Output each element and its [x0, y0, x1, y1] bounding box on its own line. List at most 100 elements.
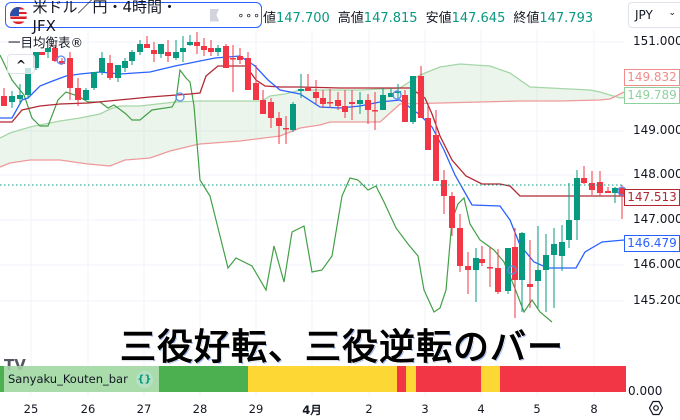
candle-body: [519, 233, 525, 280]
candle-body: [122, 61, 128, 68]
candle-body: [574, 178, 580, 220]
candle-body: [245, 58, 251, 90]
ohlc-value: 147.793: [539, 11, 594, 26]
candle-body: [612, 188, 618, 193]
ohlc-label: 高値: [337, 11, 364, 26]
candle-body: [342, 106, 348, 112]
tenkan-sen-line: [0, 55, 625, 269]
candle-body: [535, 270, 541, 281]
candle-body: [349, 102, 355, 104]
candle-body: [151, 50, 157, 54]
kijun-sen-line: [0, 65, 624, 197]
overlay-title: 三役好転、三役逆転のバー: [120, 327, 565, 368]
candle-body: [388, 93, 394, 97]
candle-body: [194, 42, 200, 46]
collapse-legend-button[interactable]: ^: [7, 54, 35, 74]
time-axis-label: 5: [533, 402, 541, 416]
candle-body: [495, 268, 501, 292]
time-axis-label: 3: [421, 402, 429, 416]
candle-body: [260, 100, 266, 114]
source-code-icon[interactable]: {}: [135, 370, 153, 388]
candle-body: [39, 52, 45, 55]
candle-body: [276, 118, 282, 126]
candle-body: [115, 65, 121, 78]
cross-marker-icon: [392, 90, 402, 100]
candle-body: [465, 266, 471, 270]
candle-body: [201, 46, 207, 50]
ohlc-item: 高値147.815: [338, 7, 418, 26]
candle-body: [597, 182, 603, 193]
candle-body: [527, 284, 533, 287]
candle-body: [99, 58, 105, 72]
ohlc-item: 安値147.645: [426, 7, 506, 26]
sanyaku-bar-segment-gyakuten: [397, 366, 406, 392]
candle-body: [543, 255, 549, 270]
candle-body: [457, 228, 463, 266]
price-axis-label: 151.000: [633, 34, 680, 48]
candle-body: [237, 56, 243, 60]
candle-body: [75, 88, 81, 100]
more-options-icon[interactable]: ∘∘∘: [237, 8, 261, 22]
candle-body: [433, 135, 439, 181]
candle-body: [335, 100, 341, 106]
candle-body: [473, 258, 479, 270]
sanyaku-bar-segment-neutral: [406, 366, 416, 392]
candle-body: [17, 95, 23, 99]
time-axis-label: 27: [136, 402, 152, 416]
sub-indicator-legend[interactable]: Sanyaku_Kouten_bar {}: [4, 366, 159, 392]
time-axis-label: 4: [477, 402, 485, 416]
ohlc-value: 147.645: [451, 11, 506, 26]
candle-body: [67, 58, 73, 88]
candle-body: [298, 89, 304, 91]
sanyaku-bar-segment-gyakuten: [500, 366, 626, 392]
candle-body: [357, 100, 363, 104]
candle-body: [45, 48, 51, 52]
flag-marker-icon[interactable]: [209, 8, 220, 22]
ohlc-item: 終値147.793: [513, 7, 593, 26]
price-tag: 149.832: [624, 69, 680, 86]
candle-body: [180, 48, 186, 52]
candle-body: [268, 102, 274, 118]
chevron-down-icon: ⌄: [668, 8, 676, 18]
candle-body: [215, 48, 221, 52]
indicator-name-ichimoku[interactable]: 一目均衡表®: [8, 35, 84, 50]
sub-indicator-name: Sanyaku_Kouten_bar: [8, 372, 128, 386]
candle-body: [107, 63, 113, 78]
price-axis-label: 149.000: [633, 123, 680, 137]
candle-body: [402, 95, 408, 122]
sanyaku-bar-segment-neutral: [248, 366, 397, 392]
candle-body: [313, 92, 319, 98]
candle-body: [52, 48, 58, 61]
ohlc-value: 147.700: [276, 11, 330, 26]
time-axis-label: 29: [248, 402, 264, 416]
candle-body: [551, 244, 557, 255]
candle-body: [441, 180, 447, 196]
candle-body: [9, 96, 15, 102]
candle-body: [512, 247, 518, 280]
price-axis-label: 147.000: [633, 212, 680, 226]
ohlc-value: 147.815: [363, 11, 418, 26]
candle-body: [144, 44, 150, 48]
candle-body: [581, 178, 587, 183]
senkou-span-b-line: [0, 91, 625, 168]
candle-body: [230, 58, 236, 60]
senkou-span-a-line: [0, 63, 641, 139]
time-axis-label: 28: [192, 402, 208, 416]
candle-body: [158, 44, 164, 54]
symbol-search-box[interactable]: 米ドル／円・4時間・JFX ∘∘∘: [5, 0, 262, 35]
candle-body: [290, 104, 296, 130]
candle-body: [83, 90, 89, 100]
symbol-title: 米ドル／円・4時間・JFX: [32, 0, 178, 35]
settings-gear-icon[interactable]: [648, 400, 664, 416]
currency-select[interactable]: JPY ⌄: [628, 2, 680, 28]
candle-body: [305, 88, 311, 91]
time-axis-label: 2: [365, 402, 373, 416]
time-axis-label: 26: [80, 402, 96, 416]
candle-body: [487, 267, 493, 269]
candle-body: [137, 44, 143, 52]
candle-body: [283, 128, 289, 130]
sanyaku-bar-segment-neutral: [481, 366, 500, 392]
ohlc-item: 値147.700: [263, 7, 330, 26]
currency-value: JPY: [635, 8, 653, 22]
